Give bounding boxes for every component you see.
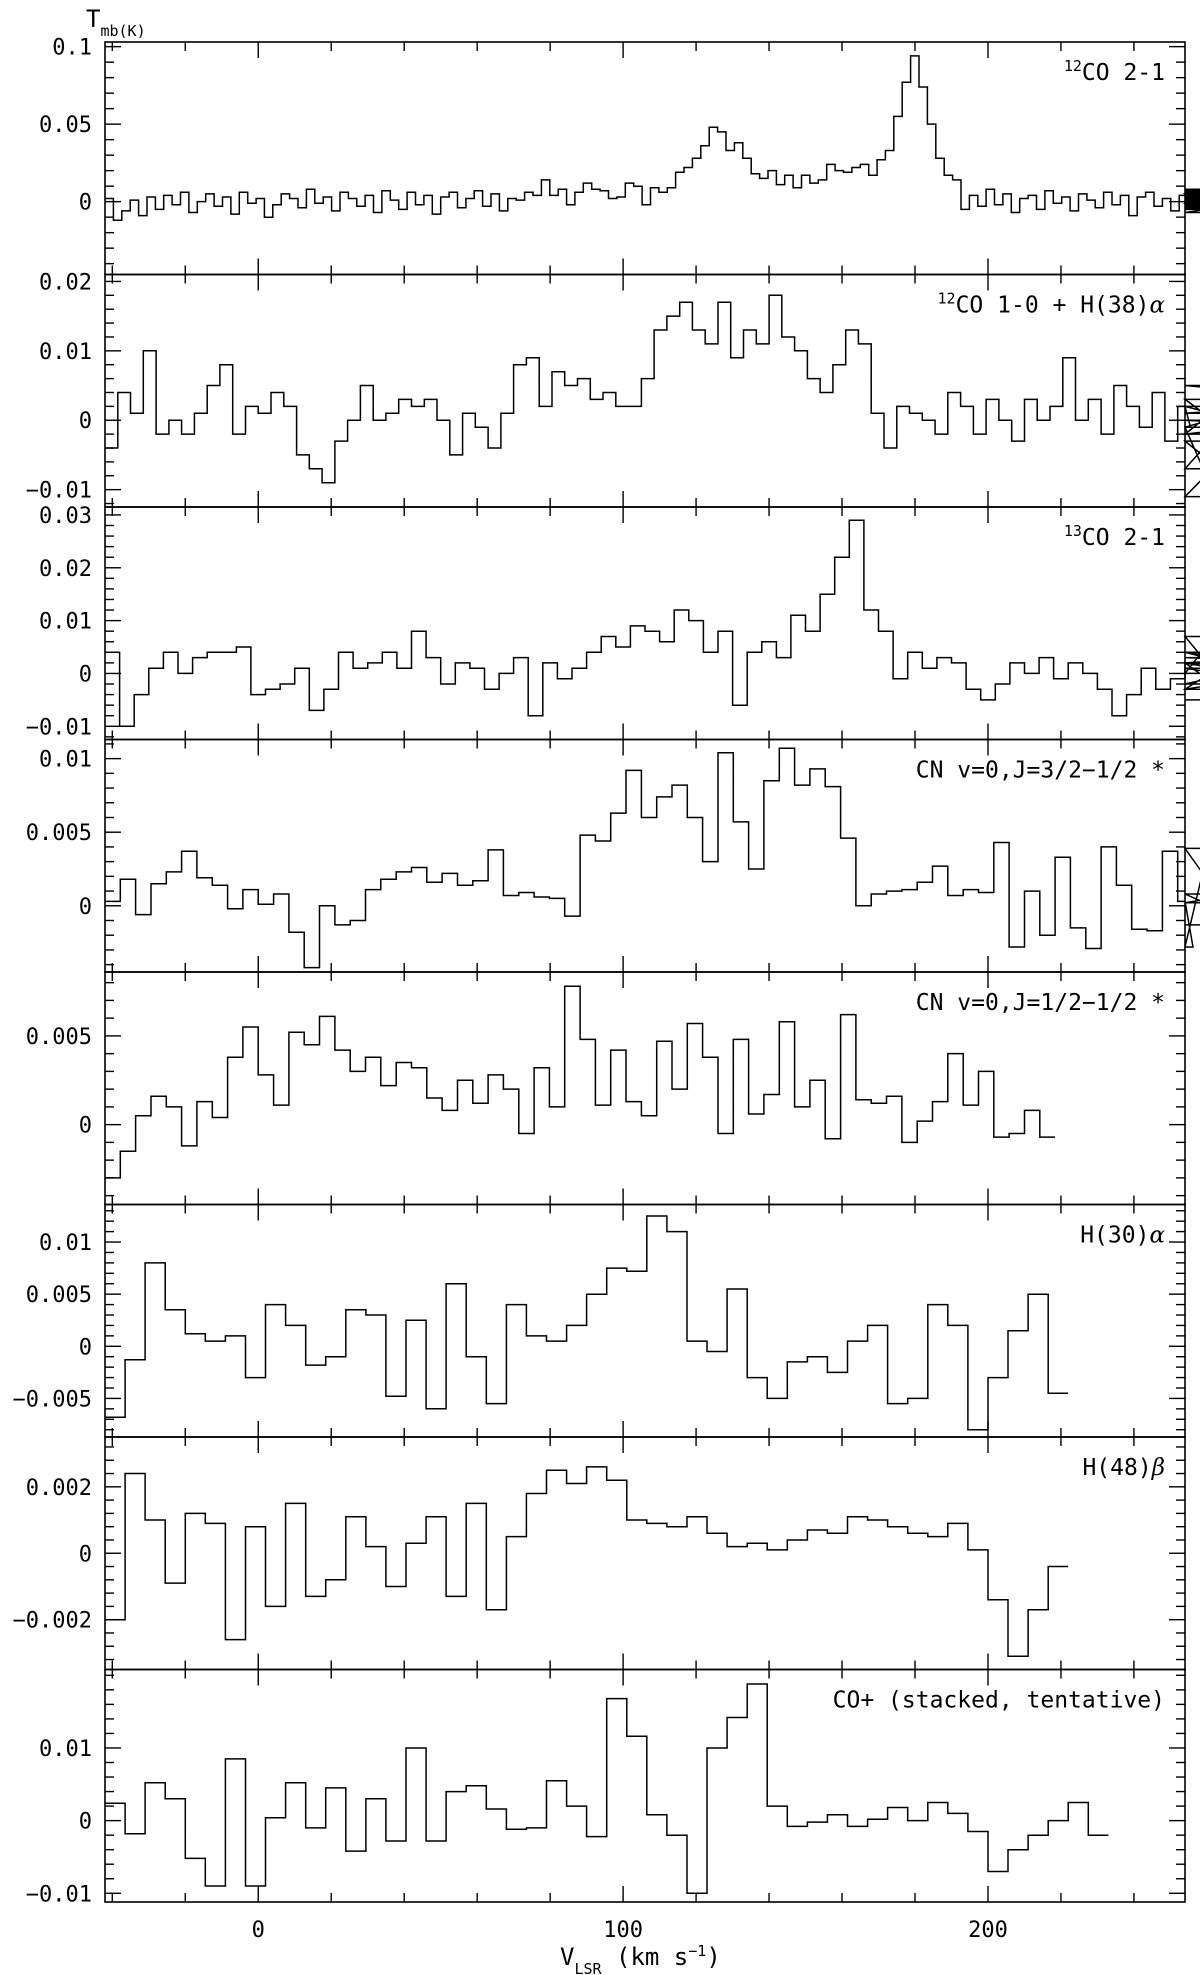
spectrum-panel: 0 0.005 0.01 CN v=0,J=3/2−1/2 * xyxy=(26,738,1200,973)
y-tick-label: 0 xyxy=(79,1542,92,1567)
panel-frame xyxy=(104,1668,1186,1903)
line-label: CN v=0,J=3/2−1/2 * xyxy=(916,758,1165,784)
y-tick-label: −0.002 xyxy=(13,1609,92,1634)
y-tick-label: 0 xyxy=(79,191,92,216)
y-tick-label: 0 xyxy=(79,1114,92,1139)
panel-frame xyxy=(104,1203,1186,1438)
spectrum-panel: −0.01 0 0.01 CO+ (stacked, tentative) xyxy=(26,1668,1186,1907)
spectrum-panel: −0.005 0 0.005 0.01 H(30)α xyxy=(13,1203,1186,1438)
spectrum-panel: −0.01 0 0.01 0.02 0.03 13CO 2-1 xyxy=(26,504,1200,741)
y-tick-label: 0.03 xyxy=(39,504,92,529)
spectrum-line xyxy=(105,1215,1069,1431)
y-tick-label: 0.002 xyxy=(26,1476,92,1501)
panel-frame xyxy=(104,1436,1186,1671)
x-tick-label: 100 xyxy=(603,1918,643,1943)
spectrum-line xyxy=(105,1683,1109,1895)
spectrum-line xyxy=(105,1466,1069,1657)
panel-frame xyxy=(104,41,1186,276)
line-label: 12CO 1-0 + H(38)α xyxy=(938,290,1166,319)
spectrum-line xyxy=(105,519,1200,728)
x-tick-label: 0 xyxy=(252,1918,265,1943)
y-tick-label: 0 xyxy=(79,662,92,687)
y-tick-label: −0.01 xyxy=(26,715,92,740)
y-tick-label: 0.02 xyxy=(39,270,92,295)
x-tick-label: 200 xyxy=(968,1918,1008,1943)
y-tick-label: 0 xyxy=(79,1810,92,1835)
y-tick-label: 0.005 xyxy=(26,821,92,846)
line-label: CO+ (stacked, tentative) xyxy=(833,1688,1165,1714)
spectrum-panel: −0.002 0 0.002 H(48)β xyxy=(13,1436,1186,1671)
spectrum-line xyxy=(105,747,1200,969)
y-tick-label: 0.01 xyxy=(39,340,92,365)
y-tick-label: 0.02 xyxy=(39,557,92,582)
line-label: H(30)α xyxy=(1080,1223,1165,1249)
x-axis-title: VLSR (km s−1) xyxy=(560,1942,721,1975)
y-tick-label: 0.01 xyxy=(39,610,92,635)
spectrum-panel: 0 0.05 0.1 12CO 2-1 xyxy=(39,36,1200,276)
spectrum-line xyxy=(105,294,1200,498)
line-label: 13CO 2-1 xyxy=(1064,522,1165,551)
line-label: CN v=0,J=1/2−1/2 * xyxy=(916,990,1165,1016)
y-tick-label: 0.005 xyxy=(26,1283,92,1308)
y-tick-label: 0.01 xyxy=(39,1231,92,1256)
spectrum-line xyxy=(105,55,1200,222)
y-tick-label: −0.005 xyxy=(13,1387,92,1412)
y-tick-label: 0.01 xyxy=(39,1737,92,1762)
y-tick-label: 0 xyxy=(79,1335,92,1360)
y-tick-label: 0.1 xyxy=(52,36,92,61)
y-tick-label: −0.01 xyxy=(26,1882,92,1907)
panel-frame xyxy=(104,506,1186,741)
y-axis-title: Tmb(K) xyxy=(86,5,146,40)
spectrum-panel: 0 0.005 CN v=0,J=1/2−1/2 * xyxy=(26,971,1186,1206)
line-label: H(48)β xyxy=(1082,1455,1165,1481)
spectrum-panel: −0.01 0 0.01 0.02 12CO 1-0 + H(38)α xyxy=(26,270,1200,508)
y-tick-label: 0 xyxy=(79,409,92,434)
y-tick-label: 0 xyxy=(79,895,92,920)
spectra-panels: 0 0.05 0.1 12CO 2-1 −0.01 0 0.01 0.02 12CO 1-0 +… xyxy=(13,36,1200,1943)
y-tick-label: 0.01 xyxy=(39,748,92,773)
line-label: 12CO 2-1 xyxy=(1064,57,1165,86)
y-tick-label: 0.05 xyxy=(39,113,92,138)
spectrum-line xyxy=(105,985,1056,1179)
y-tick-label: 0.005 xyxy=(26,1025,92,1050)
y-tick-label: −0.01 xyxy=(26,479,92,504)
